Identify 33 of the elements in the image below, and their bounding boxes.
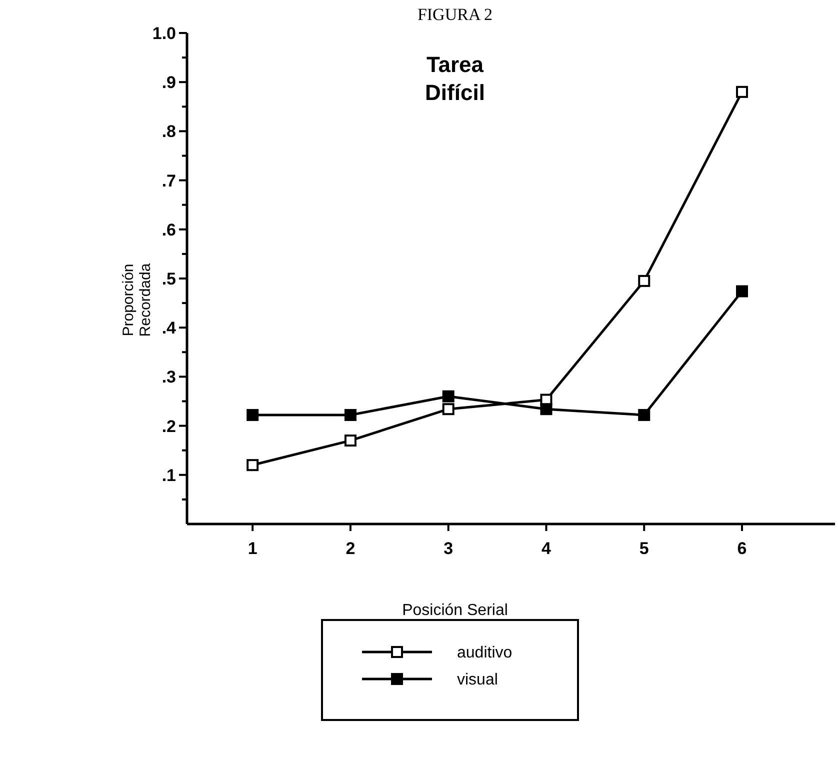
x-tick-label: 4 (542, 539, 552, 558)
point (540, 403, 552, 416)
point (638, 409, 650, 421)
point (246, 409, 259, 421)
point (344, 409, 356, 421)
point (736, 285, 748, 298)
point (736, 86, 748, 98)
point (344, 434, 356, 447)
chart-title: FIGURA 2 (417, 5, 493, 24)
y-tick-label: .9 (162, 73, 176, 92)
x-tick-label: 2 (346, 539, 356, 558)
x-tick-label: 5 (639, 539, 649, 558)
x-axis-title: Posición Serial (402, 602, 508, 619)
point (442, 403, 454, 416)
x-tick-label: 1 (248, 539, 258, 558)
y-tick-label: .7 (162, 171, 176, 190)
y-tick-label: 1.0 (152, 24, 176, 43)
legend-label: visual (457, 672, 498, 689)
point (246, 459, 259, 472)
point (442, 390, 454, 402)
y-tick-label: .4 (162, 318, 177, 338)
x-tick-label: 3 (444, 539, 454, 558)
legend-label: auditivo (457, 644, 512, 662)
point (638, 274, 650, 287)
x-tick-label: 6 (737, 539, 747, 558)
y-tick-label: .6 (162, 220, 176, 240)
annotation: Tarea Difícil (425, 52, 485, 105)
y-tick-label: .3 (162, 368, 176, 387)
y-tick-label: .5 (162, 269, 176, 288)
y-axis-title: Proporción Recordada (120, 262, 154, 337)
y-tick-label: .2 (162, 416, 176, 436)
y-tick-label: .8 (162, 122, 176, 142)
y-tick-label: .1 (162, 466, 176, 485)
